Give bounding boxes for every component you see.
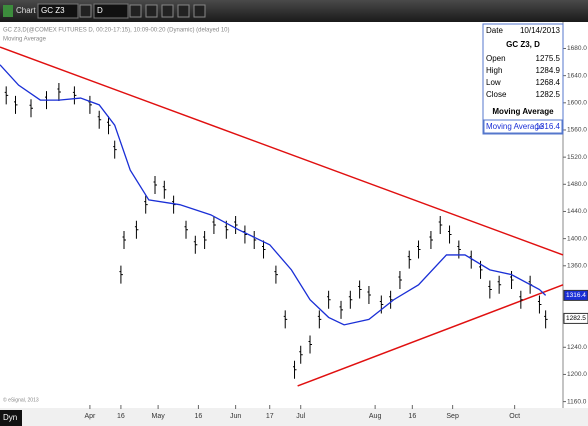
x-tick-label: Jul (296, 413, 305, 420)
tool-button[interactable] (178, 5, 189, 17)
info-value: 1284.9 (536, 66, 561, 75)
copyright: © eSignal, 2013 (3, 396, 39, 403)
x-tick-label: Aug (369, 413, 382, 420)
interval: D (97, 6, 103, 15)
price-marker-label: 1282.5 (566, 315, 586, 322)
tool-button[interactable] (130, 5, 141, 17)
chart-title: GC Z3,D(@COMEX FUTURES D, 00:20-17:15), … (3, 28, 230, 34)
lock-button[interactable] (80, 5, 91, 17)
info-value: 1316.4 (536, 122, 561, 131)
info-symbol: GC Z3, D (506, 40, 540, 49)
x-tick-label: Sep (446, 413, 459, 420)
y-tick-label: 1160.0 (567, 398, 587, 405)
x-tick-label: 16 (195, 413, 203, 420)
info-value: 1268.4 (536, 78, 561, 87)
info-label: Date (486, 26, 503, 35)
y-tick-label: 1400.0 (567, 235, 587, 242)
info-value: 1282.5 (536, 90, 561, 99)
info-box: Date 10/14/2013 GC Z3, D Moving Average … (483, 24, 563, 134)
info-study: Moving Average (492, 107, 554, 116)
chart-icon (3, 5, 13, 17)
x-tick-label: 16 (408, 413, 416, 420)
y-tick-label: 1680.0 (567, 45, 587, 52)
x-tick-label: May (151, 413, 165, 420)
y-tick-label: 1600.0 (567, 100, 587, 107)
y-tick-label: 1560.0 (567, 127, 587, 134)
tool-button[interactable] (162, 5, 173, 17)
info-value: 10/14/2013 (520, 26, 561, 35)
price-marker-label: 1316.4 (566, 292, 586, 299)
toolbar-title: Chart (16, 6, 36, 15)
y-tick-label: 1640.0 (567, 72, 587, 79)
info-label: High (486, 66, 502, 75)
x-tick-label: 17 (266, 413, 274, 420)
x-tick-label: Jun (230, 413, 241, 420)
mode: Dyn (3, 413, 17, 422)
tool-button[interactable] (146, 5, 157, 17)
y-tick-label: 1360.0 (567, 263, 587, 270)
symbol: GC Z3 (41, 6, 65, 15)
x-tick-label: Oct (509, 413, 520, 420)
tool-button[interactable] (194, 5, 205, 17)
info-label: Close (486, 90, 507, 99)
y-tick-label: 1440.0 (567, 208, 587, 215)
y-tick-label: 1200.0 (567, 371, 587, 378)
y-tick-label: 1520.0 (567, 154, 587, 161)
info-label: Low (486, 78, 501, 87)
y-tick-label: 1240.0 (567, 344, 587, 351)
info-value: 1275.5 (536, 54, 561, 63)
y-tick-label: 1480.0 (567, 181, 587, 188)
chart-subtitle: Moving Average (3, 37, 47, 43)
info-label: Open (486, 54, 506, 63)
x-tick-label: 16 (117, 413, 125, 420)
x-tick-label: Apr (84, 413, 96, 420)
